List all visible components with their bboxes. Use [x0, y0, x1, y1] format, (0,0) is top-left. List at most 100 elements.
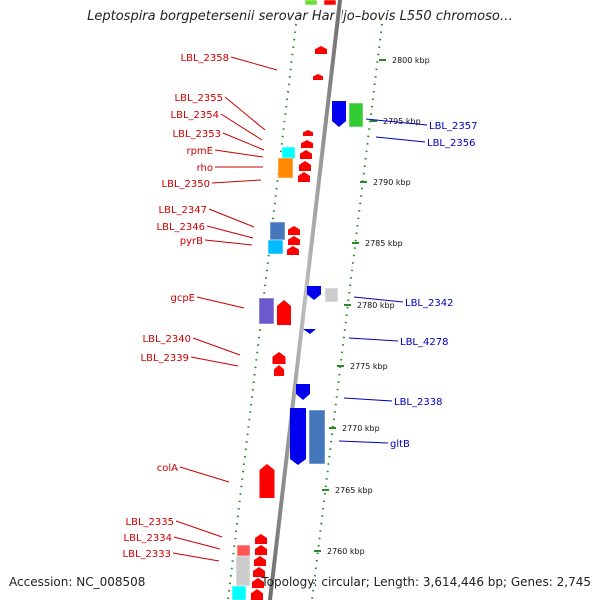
- forward-gene-leader: [175, 520, 223, 538]
- forward-gene-arrow: [299, 161, 311, 171]
- reverse-gene-leader: [343, 397, 393, 402]
- forward-gene-label: LBL_2334: [124, 533, 172, 544]
- ruler-tick-label: 2765 kbp: [335, 486, 373, 495]
- reverse-gene-arrow: [303, 329, 316, 334]
- forward-gene-arrow: [274, 365, 284, 376]
- reverse-gene-leader: [348, 337, 399, 342]
- forward-gene-label: rpmE: [186, 146, 213, 157]
- reverse-gene-leader: [365, 118, 428, 126]
- forward-gene-label: LBL_2346: [157, 222, 205, 233]
- forward-gene-leader: [222, 132, 265, 151]
- reverse-gene-label: LBL_2356: [427, 138, 475, 149]
- forward-gene-leader: [172, 552, 220, 562]
- map-title: Leptospira borgpetersenii serovar Hardjo…: [87, 9, 513, 24]
- reverse-gene-labels: LBL_2357 LBL_2356 LBL_2342 LBL_4278 LBL_2338…: [338, 118, 477, 450]
- gene-features: [231, 0, 364, 600]
- gene-block: [324, 287, 339, 303]
- gene-block: [304, 0, 318, 6]
- gene-block: [235, 555, 251, 587]
- forward-gene-arrow: [255, 545, 267, 555]
- forward-gene-leader: [208, 208, 255, 228]
- gene-block: [258, 297, 275, 325]
- reverse-gene-label: LBL_2357: [429, 121, 477, 132]
- forward-gene-arrow: [287, 246, 299, 255]
- forward-gene-arrow: [288, 236, 300, 245]
- forward-gene-arrow: [251, 589, 263, 600]
- gene-block: [308, 409, 326, 465]
- forward-gene-arrow: [255, 534, 267, 544]
- forward-gene-label: LBL_2353: [173, 129, 221, 140]
- forward-gene-label: LBL_2335: [126, 517, 174, 528]
- forward-gene-leader: [192, 337, 241, 356]
- forward-gene-label: colA: [157, 463, 178, 474]
- forward-gene-label: LBL_2354: [171, 110, 219, 121]
- forward-gene-leader: [190, 356, 239, 367]
- gene-block: [236, 544, 251, 558]
- forward-gene-arrow: [315, 46, 327, 54]
- gene-block: [267, 239, 284, 255]
- gene-block: [323, 0, 337, 6]
- ruler-tick-label: 2760 kbp: [327, 547, 365, 556]
- reverse-gene-label: gltB: [390, 439, 410, 450]
- forward-gene-leader: [206, 225, 254, 239]
- forward-gene-leader: [196, 296, 245, 309]
- forward-gene-leader: [230, 56, 278, 71]
- forward-gene-arrow: [313, 74, 323, 80]
- gene-block: [348, 102, 364, 128]
- ruler-ticks: 2800 kbp 2795 kbp 2790 kbp 2785 kbp 2780 kbp…: [314, 56, 430, 556]
- forward-gene-arrow: [277, 300, 291, 325]
- reverse-gene-label: LBL_2338: [394, 397, 442, 408]
- forward-gene-label: LBL_2347: [159, 205, 207, 216]
- ruler-tick-label: 2770 kbp: [342, 424, 380, 433]
- forward-gene-label: rho: [197, 163, 213, 174]
- forward-gene-arrow: [298, 172, 310, 182]
- forward-gene-arrow: [254, 556, 266, 566]
- forward-gene-arrow: [300, 150, 312, 159]
- ruler-tick-label: 2785 kbp: [365, 239, 403, 248]
- reverse-gene-arrow: [307, 286, 321, 300]
- ruler-tick-label: 2775 kbp: [350, 362, 388, 371]
- forward-gene-label: LBL_2350: [162, 179, 210, 190]
- forward-gene-leader: [224, 96, 266, 131]
- forward-gene-arrow: [259, 464, 275, 498]
- forward-gene-arrow: [253, 567, 265, 577]
- gene-block: [281, 146, 296, 160]
- forward-gene-label: gcpE: [170, 293, 195, 304]
- gene-block: [277, 157, 294, 179]
- forward-gene-arrow: [301, 140, 313, 148]
- reverse-gene-label: LBL_2342: [405, 298, 453, 309]
- reverse-gene-arrow: [332, 101, 346, 127]
- ruler-tick-label: 2795 kbp: [383, 117, 421, 126]
- genome-summary-text: Topology: circular; Length: 3,614,446 bp…: [261, 575, 591, 589]
- ruler-tick-label: 2800 kbp: [392, 56, 430, 65]
- forward-gene-label: LBL_2358: [181, 53, 229, 64]
- forward-gene-label: LBL_2333: [123, 549, 171, 560]
- accession-text: Accession: NC_008508: [9, 575, 146, 589]
- forward-gene-arrow: [252, 578, 264, 588]
- forward-gene-label: LBL_2340: [143, 334, 191, 345]
- forward-gene-label: pyrB: [180, 236, 203, 247]
- reverse-gene-arrow: [296, 384, 310, 400]
- ruler-line-right: [311, 23, 383, 600]
- forward-gene-leader: [204, 239, 253, 246]
- forward-gene-arrow: [288, 226, 300, 235]
- ruler-tick-label: 2790 kbp: [373, 178, 411, 187]
- chromosome-backbone-core: [268, 0, 342, 600]
- gene-block: [231, 585, 247, 600]
- reverse-gene-leader: [375, 136, 426, 143]
- reverse-gene-label: LBL_4278: [400, 337, 448, 348]
- reverse-gene-leader: [353, 296, 404, 303]
- forward-gene-arrow: [272, 352, 286, 364]
- forward-gene-leader: [220, 113, 263, 141]
- forward-gene-labels: LBL_2358 LBL_2355 LBL_2354 LBL_2353 rpmE rho L…: [123, 53, 278, 562]
- reverse-gene-arrow: [290, 408, 306, 465]
- forward-gene-arrow: [303, 130, 313, 136]
- forward-gene-leader: [179, 466, 230, 483]
- forward-gene-label: LBL_2339: [141, 353, 189, 364]
- forward-gene-leader: [214, 149, 264, 158]
- ruler-tick-label: 2780 kbp: [357, 301, 395, 310]
- reverse-gene-leader: [338, 440, 389, 444]
- forward-gene-leader: [211, 179, 262, 184]
- forward-gene-label: LBL_2355: [175, 93, 223, 104]
